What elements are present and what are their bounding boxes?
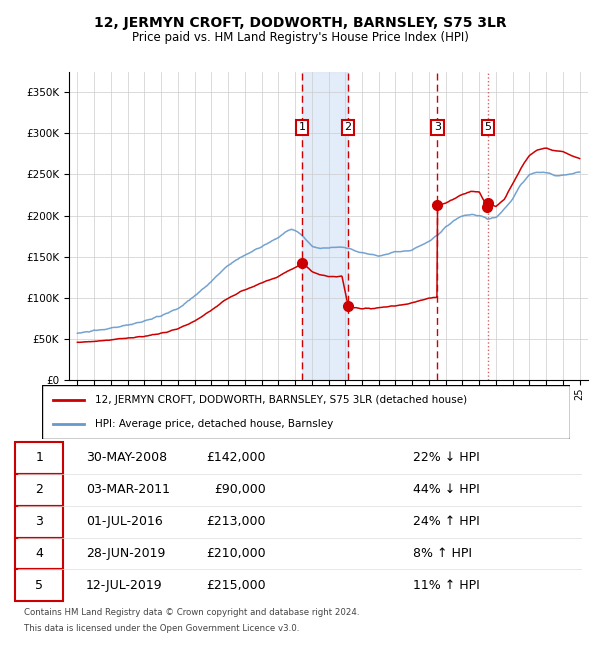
- FancyBboxPatch shape: [42, 385, 570, 439]
- Text: 12, JERMYN CROFT, DODWORTH, BARNSLEY, S75 3LR: 12, JERMYN CROFT, DODWORTH, BARNSLEY, S7…: [94, 16, 506, 31]
- Text: 3: 3: [434, 122, 441, 133]
- FancyBboxPatch shape: [15, 474, 63, 506]
- Text: Contains HM Land Registry data © Crown copyright and database right 2024.: Contains HM Land Registry data © Crown c…: [24, 608, 359, 617]
- Text: 30-MAY-2008: 30-MAY-2008: [86, 451, 167, 464]
- Text: 01-JUL-2016: 01-JUL-2016: [86, 515, 163, 528]
- Text: HPI: Average price, detached house, Barnsley: HPI: Average price, detached house, Barn…: [95, 419, 333, 429]
- FancyBboxPatch shape: [15, 538, 63, 569]
- Text: £215,000: £215,000: [206, 578, 266, 592]
- Text: 1: 1: [299, 122, 305, 133]
- Text: This data is licensed under the Open Government Licence v3.0.: This data is licensed under the Open Gov…: [24, 624, 299, 633]
- Text: 5: 5: [35, 578, 43, 592]
- Text: Price paid vs. HM Land Registry's House Price Index (HPI): Price paid vs. HM Land Registry's House …: [131, 31, 469, 44]
- Text: 4: 4: [35, 547, 43, 560]
- FancyBboxPatch shape: [15, 506, 63, 538]
- Text: 22% ↓ HPI: 22% ↓ HPI: [413, 451, 479, 464]
- FancyBboxPatch shape: [15, 442, 63, 474]
- Bar: [302, 72, 348, 380]
- Text: 1: 1: [35, 451, 43, 464]
- Text: 12-JUL-2019: 12-JUL-2019: [86, 578, 163, 592]
- FancyBboxPatch shape: [15, 569, 63, 601]
- Text: 28-JUN-2019: 28-JUN-2019: [86, 547, 165, 560]
- Text: £142,000: £142,000: [206, 451, 266, 464]
- Text: 44% ↓ HPI: 44% ↓ HPI: [413, 484, 479, 497]
- Text: 8% ↑ HPI: 8% ↑ HPI: [413, 547, 472, 560]
- Text: 2: 2: [344, 122, 352, 133]
- Text: 03-MAR-2011: 03-MAR-2011: [86, 484, 170, 497]
- Text: £210,000: £210,000: [206, 547, 266, 560]
- Text: £213,000: £213,000: [206, 515, 266, 528]
- Text: 12, JERMYN CROFT, DODWORTH, BARNSLEY, S75 3LR (detached house): 12, JERMYN CROFT, DODWORTH, BARNSLEY, S7…: [95, 395, 467, 406]
- Text: 5: 5: [485, 122, 491, 133]
- Text: £90,000: £90,000: [214, 484, 266, 497]
- Text: 24% ↑ HPI: 24% ↑ HPI: [413, 515, 479, 528]
- Text: 3: 3: [35, 515, 43, 528]
- Text: 2: 2: [35, 484, 43, 497]
- Text: 11% ↑ HPI: 11% ↑ HPI: [413, 578, 479, 592]
